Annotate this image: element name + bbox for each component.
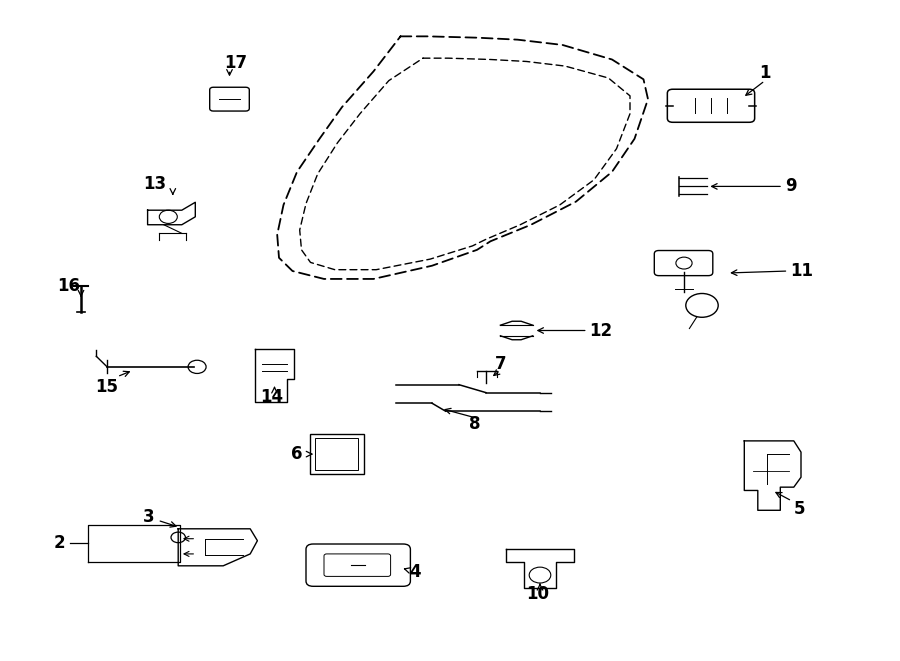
FancyBboxPatch shape bbox=[210, 87, 249, 111]
Text: 3: 3 bbox=[143, 508, 154, 526]
Text: 13: 13 bbox=[143, 175, 166, 193]
Text: 2: 2 bbox=[53, 534, 65, 553]
Text: 8: 8 bbox=[470, 415, 481, 434]
Text: 12: 12 bbox=[590, 321, 613, 340]
Text: 5: 5 bbox=[794, 500, 806, 518]
FancyBboxPatch shape bbox=[668, 89, 754, 122]
FancyBboxPatch shape bbox=[324, 554, 391, 576]
Text: 11: 11 bbox=[790, 262, 814, 280]
FancyBboxPatch shape bbox=[310, 434, 364, 474]
Text: 1: 1 bbox=[760, 63, 770, 82]
FancyBboxPatch shape bbox=[306, 544, 410, 586]
FancyBboxPatch shape bbox=[315, 438, 358, 470]
Text: 10: 10 bbox=[526, 584, 549, 603]
Text: 16: 16 bbox=[57, 276, 80, 295]
Text: 6: 6 bbox=[291, 445, 302, 463]
Text: 17: 17 bbox=[224, 54, 248, 73]
FancyBboxPatch shape bbox=[654, 251, 713, 276]
Text: 7: 7 bbox=[495, 354, 506, 373]
Text: 4: 4 bbox=[410, 563, 421, 581]
Text: 14: 14 bbox=[260, 387, 284, 406]
Text: 15: 15 bbox=[94, 377, 118, 396]
Text: 9: 9 bbox=[785, 177, 796, 196]
